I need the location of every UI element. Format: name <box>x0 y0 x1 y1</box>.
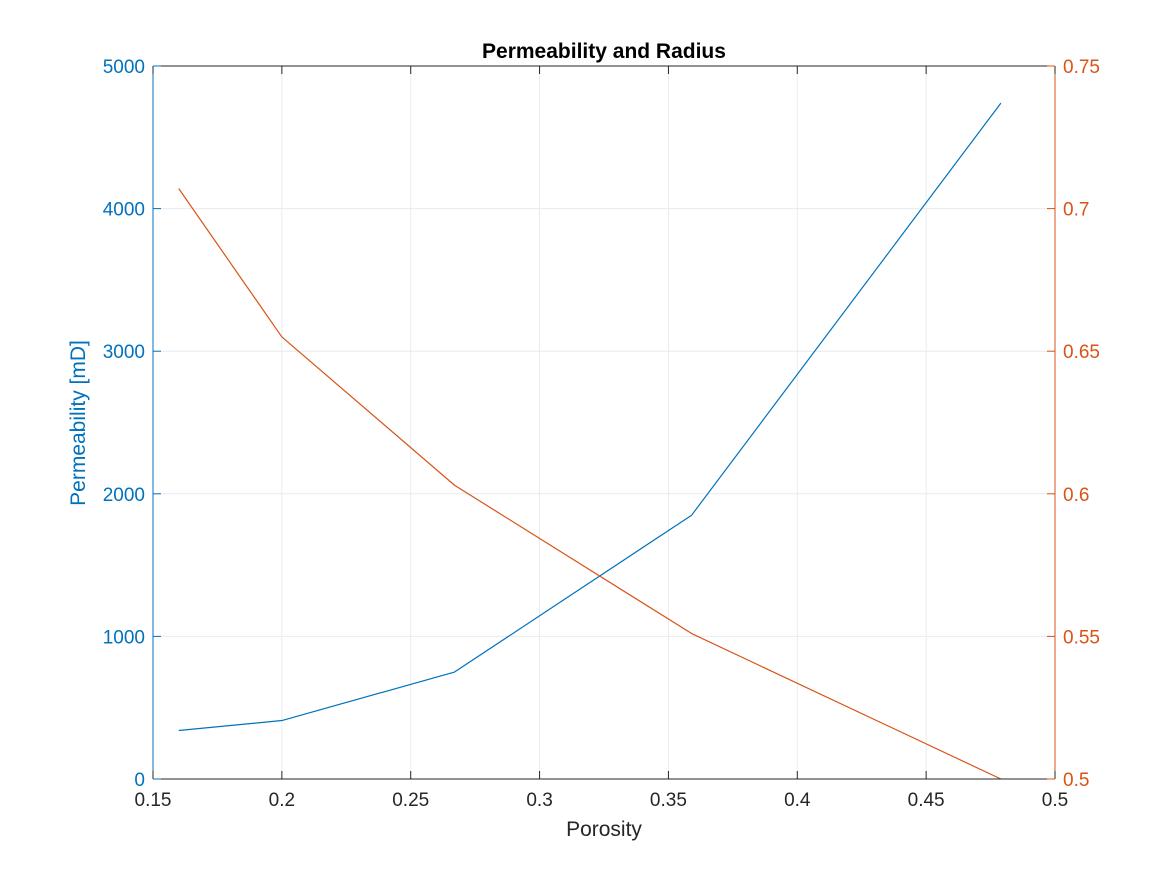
x-tick-label: 0.15 <box>135 790 172 811</box>
x-tick-label: 0.4 <box>784 790 811 811</box>
y-right-tick-label: 0.75 <box>1063 57 1100 78</box>
y-right-tick-label: 0.55 <box>1063 627 1100 648</box>
x-axis-title: Porosity <box>566 818 642 841</box>
y-axis-right: 0.5 0.55 0.6 0.65 0.7 0.75 <box>1047 57 1100 791</box>
y-axis-left-title: Permeability [mD] <box>67 340 90 506</box>
x-tick-label: 0.3 <box>526 790 552 811</box>
x-tick-label: 0.45 <box>908 790 945 811</box>
plot-area <box>152 65 1056 780</box>
axes-frame <box>152 65 1056 780</box>
y-axis-left: 0 1000 2000 3000 4000 5000 <box>103 57 161 791</box>
x-tick-label: 0.5 <box>1042 790 1068 811</box>
y-left-tick-label: 5000 <box>103 57 145 78</box>
y-left-tick-label: 1000 <box>103 627 145 648</box>
x-tick-label: 0.35 <box>650 790 687 811</box>
x-tick-label: 0.2 <box>269 790 295 811</box>
y-left-tick-label: 2000 <box>103 485 145 506</box>
y-right-tick-label: 0.5 <box>1063 770 1089 791</box>
y-right-tick-label: 0.6 <box>1063 485 1089 506</box>
y-right-tick-label: 0.65 <box>1063 342 1100 363</box>
series-lines <box>178 102 1002 780</box>
x-axis: 0.15 0.2 0.25 0.3 0.35 0.4 0.45 0.5 <box>135 66 1068 811</box>
x-tick-label: 0.25 <box>392 790 429 811</box>
y-left-tick-label: 4000 <box>103 200 145 221</box>
series-line-left-axis <box>178 102 1002 732</box>
series-line-right-axis <box>178 188 1002 780</box>
y-left-tick-label: 3000 <box>103 342 145 363</box>
chart-title: Permeability and Radius <box>482 40 726 63</box>
y-left-tick-label: 0 <box>134 770 145 791</box>
y-right-tick-label: 0.7 <box>1063 200 1089 221</box>
